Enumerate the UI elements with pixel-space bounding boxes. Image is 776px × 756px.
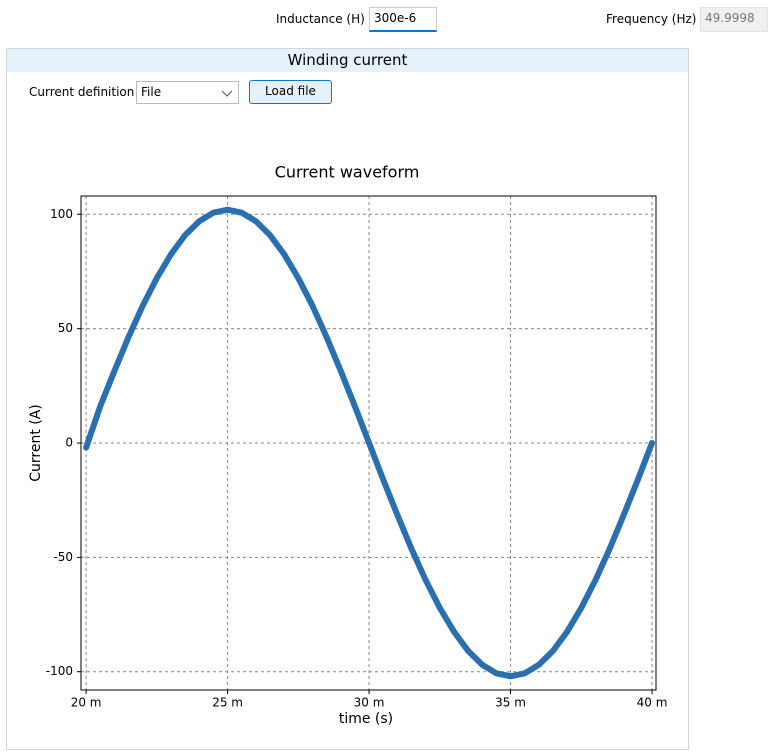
y-tick-label: 50	[58, 321, 73, 335]
frequency-label: Frequency (Hz)	[606, 12, 697, 26]
current-definition-select[interactable]: File	[136, 81, 239, 104]
chart-title: Current waveform	[275, 163, 420, 182]
y-tick-label: -50	[53, 550, 73, 564]
load-file-button[interactable]: Load file	[249, 80, 332, 104]
plot-frame	[80, 195, 657, 691]
y-axis-label: Current (A)	[28, 404, 44, 482]
select-value: File	[141, 85, 162, 99]
dropdown-arrow	[221, 90, 233, 97]
x-tick-label: 25 m	[212, 696, 243, 710]
frequency-input: 49.9998	[700, 7, 768, 32]
y-tick-label: -100	[46, 664, 73, 678]
x-tick-label: 35 m	[495, 696, 526, 710]
x-tick-label: 20 m	[71, 696, 102, 710]
x-tick-label: 40 m	[637, 696, 668, 710]
panel-title: Winding current	[7, 49, 688, 72]
inductance-label: Inductance (H)	[276, 12, 365, 26]
data-line	[83, 206, 655, 680]
x-tick-label: 30 m	[354, 696, 385, 710]
panel: Winding current	[6, 48, 689, 750]
y-tick-label: 100	[50, 207, 73, 221]
y-tick-label: 0	[65, 436, 73, 450]
current-definition-label: Current definition	[29, 85, 135, 99]
inductance-input[interactable]: 300e-6	[369, 7, 437, 32]
x-axis-label: time (s)	[339, 711, 393, 727]
